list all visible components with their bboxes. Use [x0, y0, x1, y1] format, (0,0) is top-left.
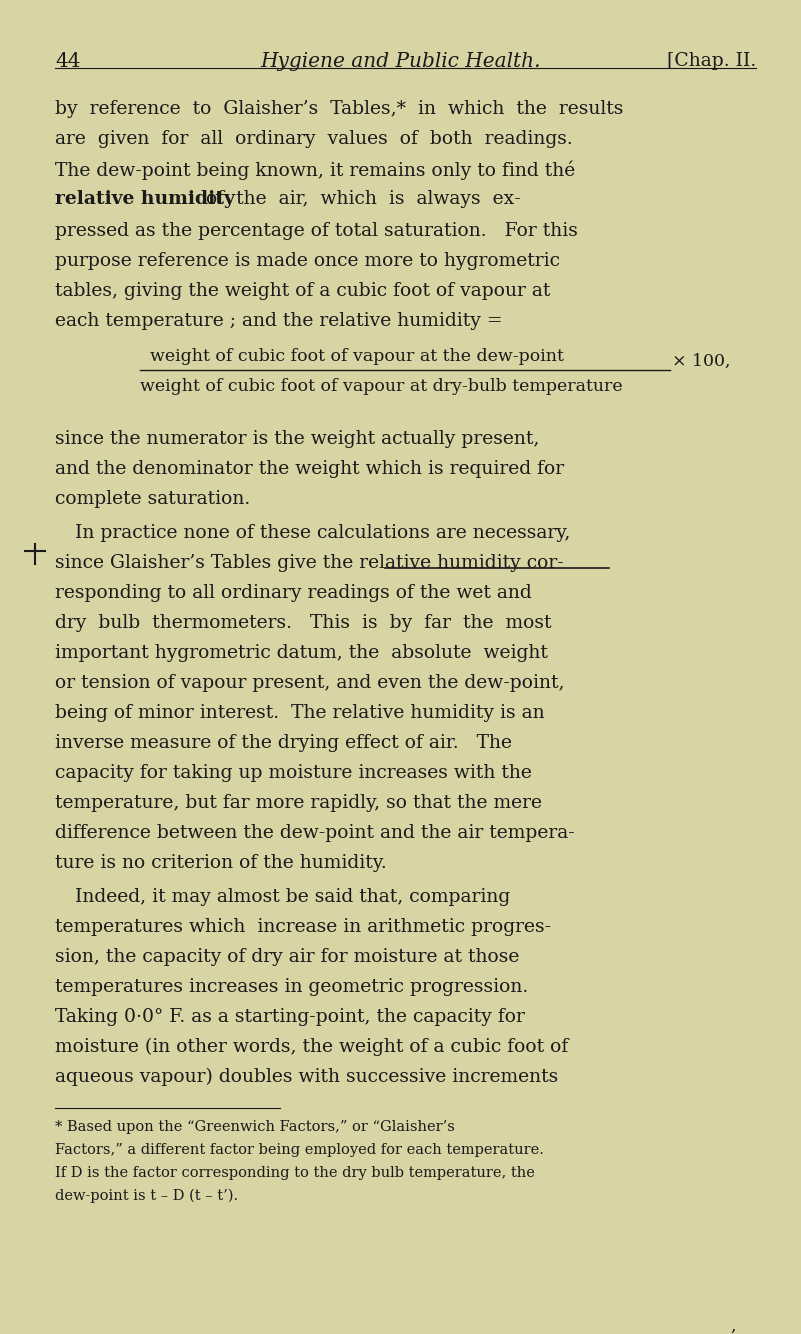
Text: dry  bulb  thermometers.   This  is  by  far  the  most: dry bulb thermometers. This is by far th…: [55, 614, 552, 632]
Text: relative humidity: relative humidity: [55, 189, 235, 208]
Text: [Chap. II.: [Chap. II.: [666, 52, 756, 69]
Text: and the denominator the weight which is required for: and the denominator the weight which is …: [55, 460, 564, 478]
Text: inverse measure of the drying effect of air.   The: inverse measure of the drying effect of …: [55, 734, 512, 752]
Text: are  given  for  all  ordinary  values  of  both  readings.: are given for all ordinary values of bot…: [55, 129, 573, 148]
Text: being of minor interest.  The relative humidity is an: being of minor interest. The relative hu…: [55, 704, 545, 722]
Text: * Based upon the “Greenwich Factors,” or “Glaisher’s: * Based upon the “Greenwich Factors,” or…: [55, 1121, 455, 1134]
Text: temperatures which  increase in arithmetic progres-: temperatures which increase in arithmeti…: [55, 918, 551, 936]
Text: 44: 44: [55, 52, 80, 71]
Text: since Glaisher’s Tables give the relative humidity cor-: since Glaisher’s Tables give the relativ…: [55, 554, 564, 572]
Text: complete saturation.: complete saturation.: [55, 490, 250, 508]
Text: each temperature ; and the relative humidity =: each temperature ; and the relative humi…: [55, 312, 502, 329]
Text: ture is no criterion of the humidity.: ture is no criterion of the humidity.: [55, 854, 387, 872]
Text: by  reference  to  Glaisher’s  Tables,*  in  which  the  results: by reference to Glaisher’s Tables,* in w…: [55, 100, 623, 117]
Text: dew-point is t – D (t – t’).: dew-point is t – D (t – t’).: [55, 1189, 238, 1203]
Text: important hygrometric datum, the  absolute  weight: important hygrometric datum, the absolut…: [55, 644, 548, 662]
Text: The dew-point being known, it remains only to find thé: The dew-point being known, it remains on…: [55, 160, 575, 180]
Text: If D is the factor corresponding to the dry bulb temperature, the: If D is the factor corresponding to the …: [55, 1166, 535, 1181]
Text: temperatures increases in geometric progression.: temperatures increases in geometric prog…: [55, 978, 528, 996]
Text: moisture (in other words, the weight of a cubic foot of: moisture (in other words, the weight of …: [55, 1038, 568, 1057]
Text: ,: ,: [730, 1318, 735, 1334]
Text: since the numerator is the weight actually present,: since the numerator is the weight actual…: [55, 430, 539, 448]
Text: difference between the dew-point and the air tempera-: difference between the dew-point and the…: [55, 824, 575, 842]
Text: sion, the capacity of dry air for moisture at those: sion, the capacity of dry air for moistu…: [55, 948, 519, 966]
Text: weight of cubic foot of vapour at dry-bulb temperature: weight of cubic foot of vapour at dry-bu…: [140, 378, 622, 395]
Text: Indeed, it may almost be said that, comparing: Indeed, it may almost be said that, comp…: [75, 888, 510, 906]
Text: Taking 0·0° F. as a starting-point, the capacity for: Taking 0·0° F. as a starting-point, the …: [55, 1009, 525, 1026]
Text: weight of cubic foot of vapour at the dew-point: weight of cubic foot of vapour at the de…: [150, 348, 564, 366]
Text: × 100,: × 100,: [672, 354, 731, 370]
Text: purpose reference is made once more to hygrometric: purpose reference is made once more to h…: [55, 252, 560, 269]
Text: responding to all ordinary readings of the wet and: responding to all ordinary readings of t…: [55, 584, 532, 602]
Text: temperature, but far more rapidly, so that the mere: temperature, but far more rapidly, so th…: [55, 794, 542, 812]
Text: Factors,” a different factor being employed for each temperature.: Factors,” a different factor being emplo…: [55, 1143, 544, 1157]
Text: tables, giving the weight of a cubic foot of vapour at: tables, giving the weight of a cubic foo…: [55, 281, 550, 300]
Text: In practice none of these calculations are necessary,: In practice none of these calculations a…: [75, 524, 570, 542]
Text: aqueous vapour) doubles with successive increments: aqueous vapour) doubles with successive …: [55, 1069, 558, 1086]
Text: Hygiene and Public Health.: Hygiene and Public Health.: [260, 52, 541, 71]
Text: capacity for taking up moisture increases with the: capacity for taking up moisture increase…: [55, 764, 532, 782]
Text: pressed as the percentage of total saturation.   For this: pressed as the percentage of total satur…: [55, 221, 578, 240]
Text: or tension of vapour present, and even the dew-point,: or tension of vapour present, and even t…: [55, 674, 565, 692]
Text: of  the  air,  which  is  always  ex‑: of the air, which is always ex‑: [200, 189, 521, 208]
